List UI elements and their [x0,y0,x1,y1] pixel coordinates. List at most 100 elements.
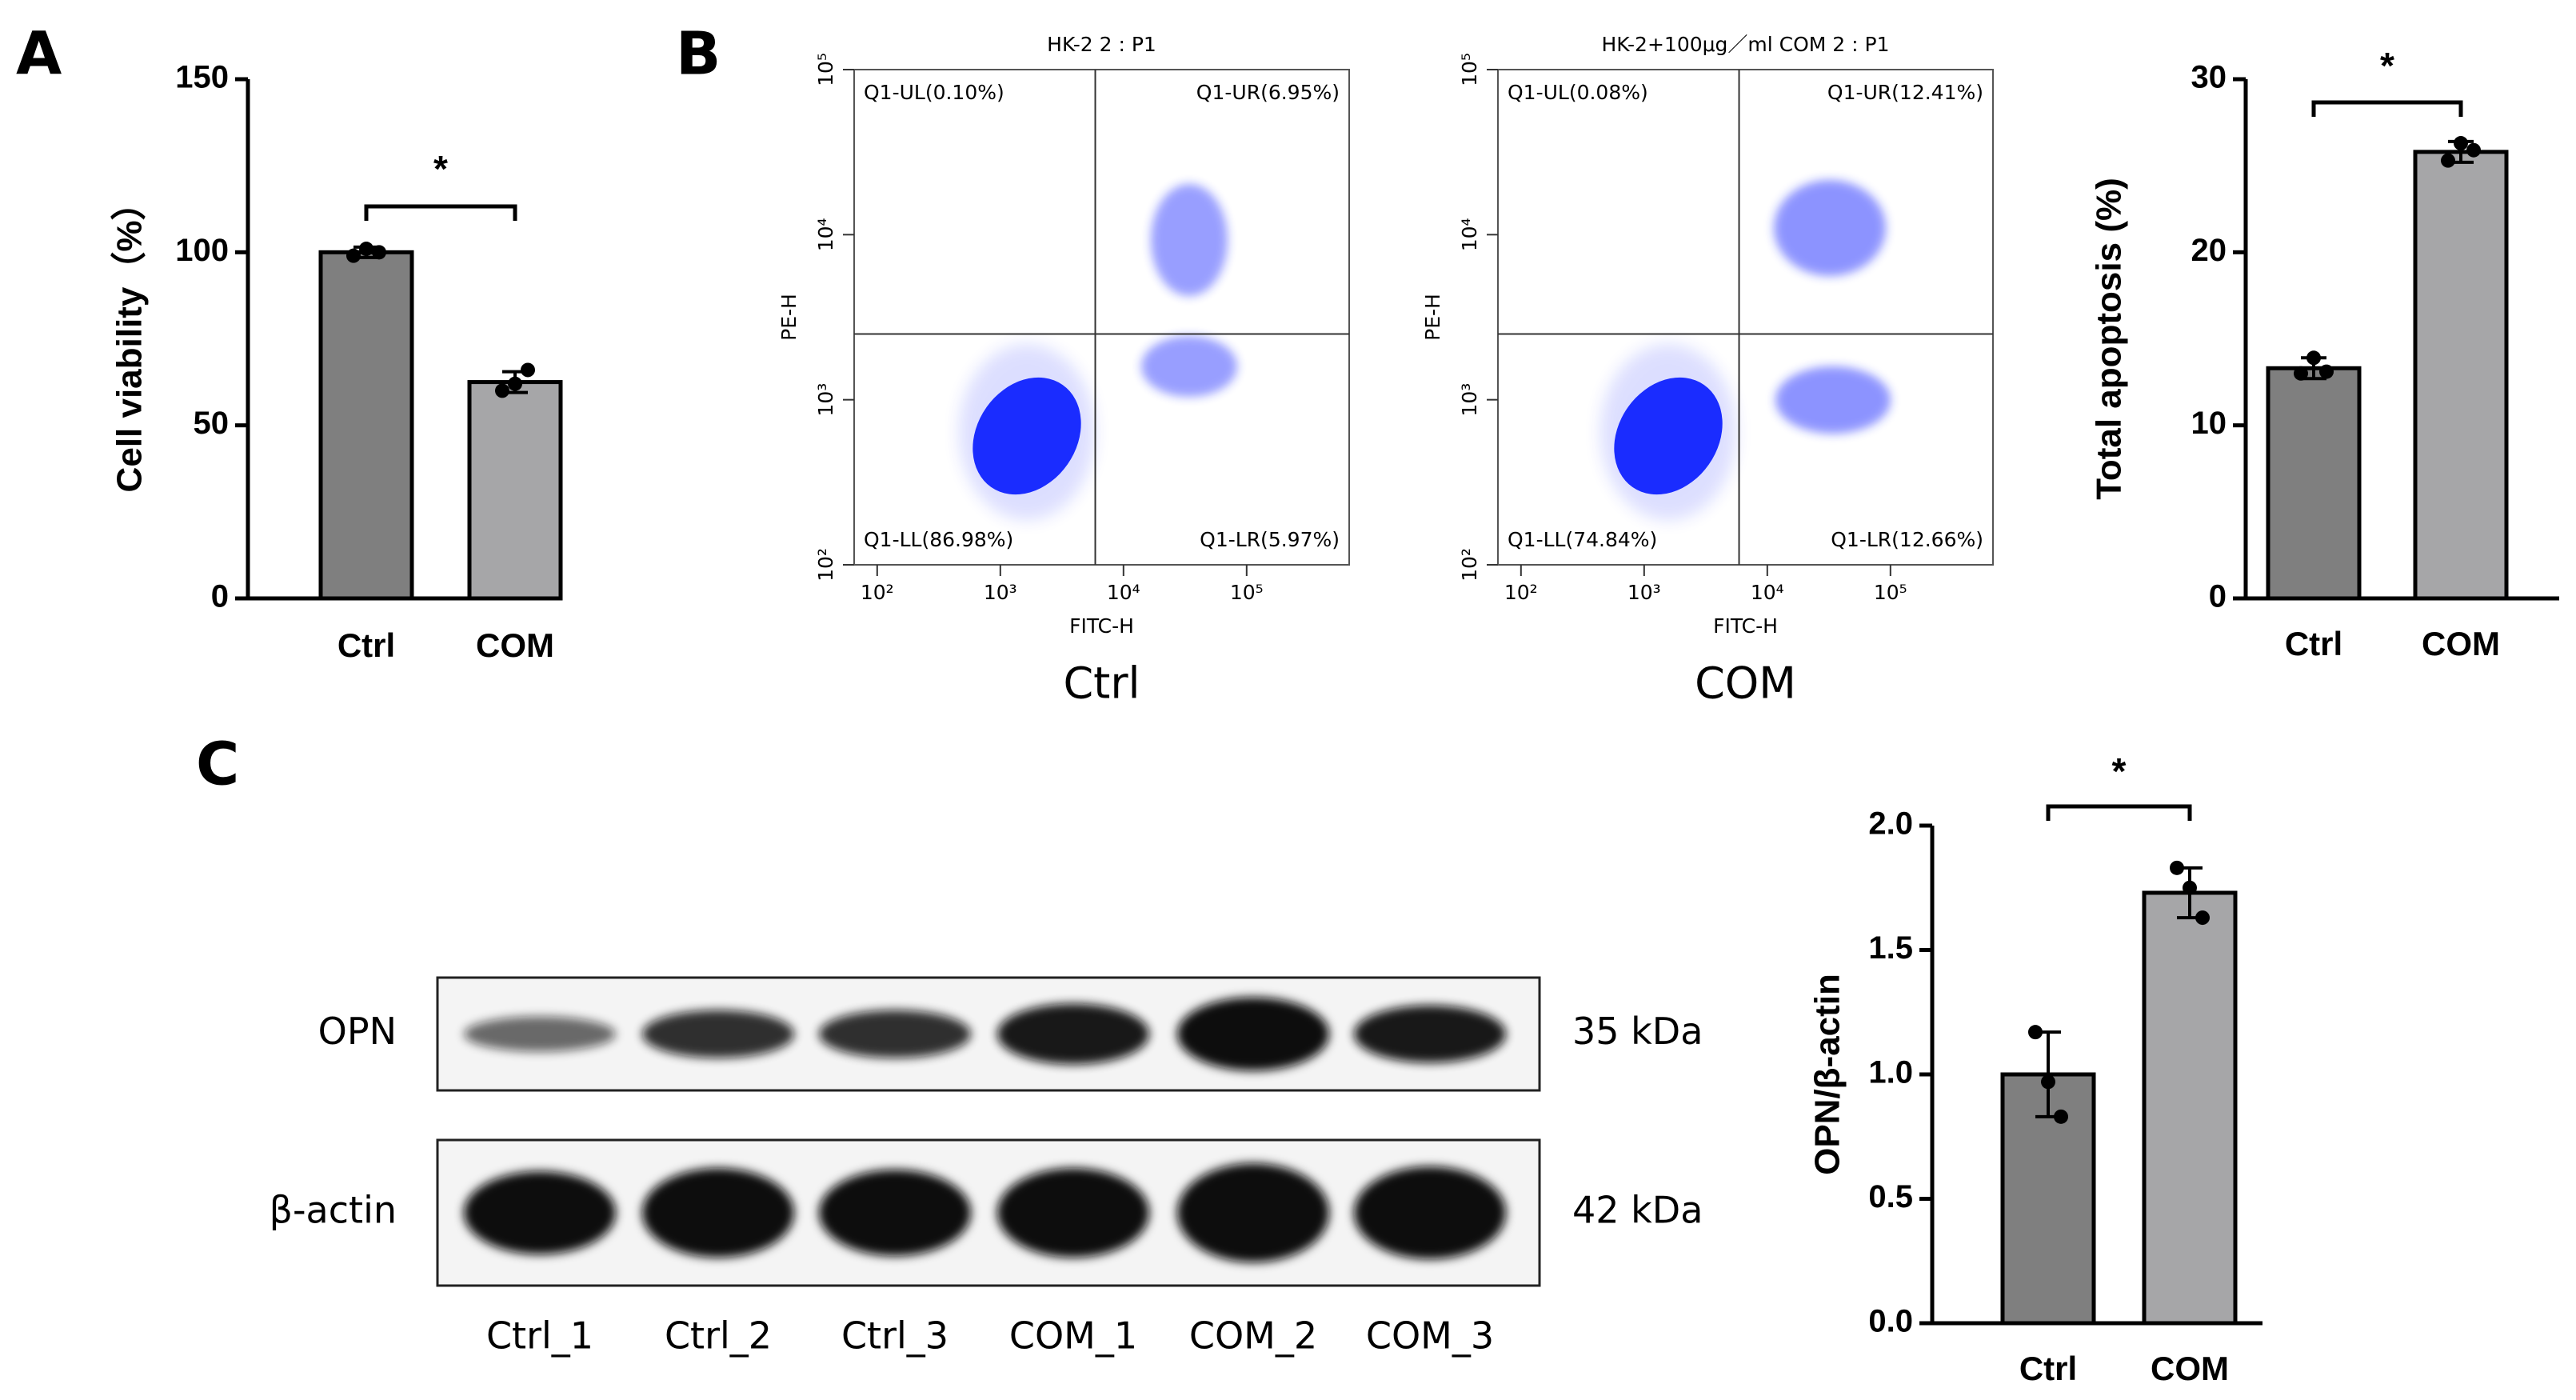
replicate-point [508,376,522,391]
cloud [1141,336,1237,397]
quadrant-label: Q1-UL(0.10%) [864,81,1004,104]
y-tick-label: 0.0 [1868,1304,1913,1339]
cell-clouds [959,180,1891,520]
y-tick-label: 10⁴ [1458,218,1481,251]
panel-letter: A [16,20,62,89]
quadrant-label: Q1-LL(86.98%) [864,528,1013,551]
replicate-point [2041,1074,2055,1090]
bar [467,380,563,601]
blot-band [464,1016,616,1052]
plot-frame [1497,69,1994,566]
y-axis-label: PE-H [1421,294,1444,341]
x-tick-label: Ctrl [2019,1350,2077,1387]
y-tick-label: 100 [175,233,229,268]
x-tick-label: 10³ [984,581,1017,604]
quadrant-label: Q1-LR(5.97%) [1200,528,1340,551]
lane-label: COM_1 [1009,1314,1137,1358]
significance-bracket [364,204,517,221]
significance-bracket [2311,100,2463,117]
quadrant-label: Q1-LL(74.84%) [1508,528,1657,551]
y-tick-label: 30 [2191,60,2227,95]
replicate-point [495,383,509,398]
significance-bracket [2046,804,2192,821]
blot-band [1354,1005,1506,1063]
y-tick-label: 10³ [814,383,837,417]
y-tick-label: 0 [211,579,229,614]
significance-label: * [2112,750,2127,792]
replicate-point [2454,136,2468,151]
bar [318,250,414,601]
y-tick-label: 50 [194,406,230,441]
blot-band [464,1171,616,1254]
x-axis-label: FITC-H [1069,614,1134,638]
blot-band [1177,1163,1329,1262]
lane-label: Ctrl_3 [841,1314,949,1358]
x-tick-label: 10² [861,581,894,604]
significance-label: * [433,148,448,190]
quadrant-label: Q1-LR(12.66%) [1831,528,1983,551]
y-tick-label: 10 [2191,406,2227,441]
x-tick-label: COM [2422,625,2500,662]
replicate-point [2028,1025,2043,1040]
y-tick-label: 10⁵ [1458,53,1481,86]
blot-row-label: OPN [318,1010,397,1053]
significance-label: * [2380,45,2394,86]
replicate-point [2170,860,2184,875]
y-axis-label: Cell viability（%） [110,186,150,493]
cloud [1775,366,1891,434]
cloud [1614,377,1723,495]
x-tick-label: 10⁴ [1751,581,1784,604]
cloud [972,377,1081,495]
y-tick-label: 20 [2191,233,2227,268]
replicate-point [2441,153,2455,168]
caption: Ctrl [1063,658,1140,709]
lane-label: Ctrl_1 [486,1314,593,1358]
bar [2266,366,2362,601]
blot-band [997,1168,1149,1258]
y-tick-label: 10² [1458,548,1481,582]
y-tick-label: 10³ [1458,383,1481,417]
x-tick-label: COM [476,626,554,664]
bar [2413,150,2509,601]
y-tick-label: 0.5 [1868,1179,1913,1214]
blot-size-label: 42 kDa [1572,1189,1703,1232]
y-tick-label: 1.0 [1868,1055,1913,1090]
blot-band [997,1003,1149,1065]
bar [2142,890,2238,1326]
blot-size-label: 35 kDa [1572,1010,1703,1053]
y-axis-label: OPN/β-actin [1808,974,1847,1175]
replicate-point [521,362,535,378]
lane-label: COM_2 [1189,1314,1317,1358]
cloud [1774,180,1886,276]
blot-band [642,1010,794,1058]
y-tick-label: 2.0 [1868,806,1913,842]
y-tick-label: 150 [175,60,229,95]
lane-label: COM_3 [1366,1314,1494,1358]
y-axis-label: PE-H [777,294,801,341]
caption: COM [1695,658,1796,709]
cloud [1151,184,1228,296]
quadrant-label: Q1-UR(12.41%) [1827,81,1983,104]
x-tick-label: 10² [1504,581,1538,604]
panel-letter: B [676,20,721,89]
x-tick-label: COM [2151,1350,2229,1387]
blot-row-label: β-actin [270,1189,397,1232]
x-tick-label: 10³ [1627,581,1661,604]
x-tick-label: Ctrl [337,626,395,664]
x-tick-label: Ctrl [2285,625,2342,662]
y-tick-label: 10⁵ [814,53,837,86]
x-tick-label: 10⁴ [1107,581,1140,604]
replicate-point [2294,366,2308,381]
replicate-point [346,248,361,263]
lane-label: Ctrl_2 [665,1314,772,1358]
x-tick-label: 10⁵ [1874,581,1907,604]
quadrant-label: Q1-UL(0.08%) [1508,81,1648,104]
replicate-point [372,245,386,260]
blot-band [1354,1166,1506,1259]
plot-title: HK-2+100μg／ml COM 2 : P1 [1601,33,1889,56]
blot-band [1177,997,1329,1071]
panel-letter: C [196,730,239,799]
plot-frame [853,69,1350,566]
replicate-point [359,242,373,257]
